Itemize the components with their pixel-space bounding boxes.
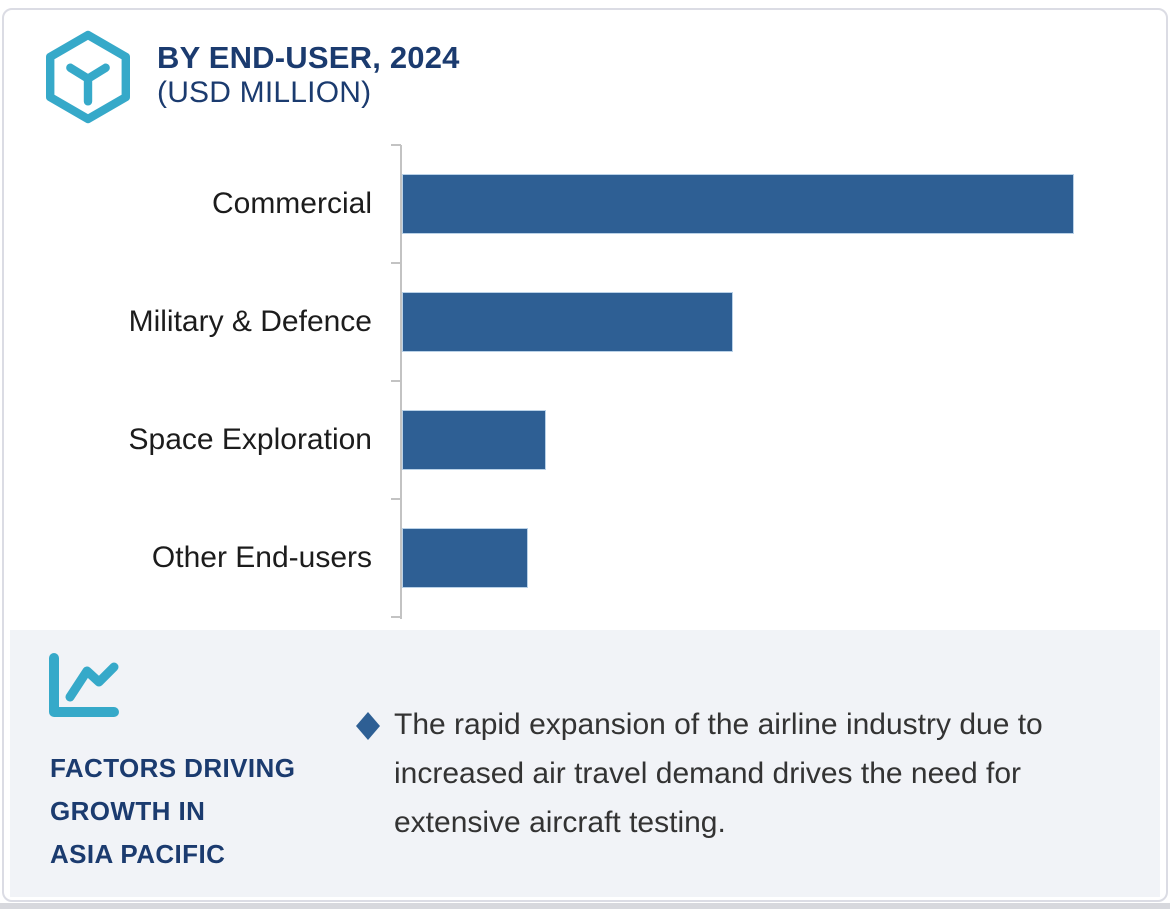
axis-tick-4 — [391, 616, 401, 618]
bullet-text: The rapid expansion of the airline indus… — [394, 708, 1043, 839]
axis-tick-1 — [391, 262, 401, 264]
category-label-2: Space Exploration — [128, 423, 373, 456]
category-label-0: Commercial — [211, 187, 372, 220]
axis-tick-0 — [391, 144, 401, 146]
hexagon-cube-icon — [46, 30, 130, 124]
bar-3 — [402, 528, 528, 588]
chart-subtitle: (USD MILLION) — [157, 76, 372, 109]
axis-tick-2 — [391, 380, 401, 382]
factors-heading: FACTORS DRIVING GROWTH IN ASIA PACIFIC — [50, 753, 296, 869]
category-label-3: Other End-users — [151, 541, 372, 574]
bar-0 — [402, 174, 1074, 234]
bar-chart: Commercial Military & Defence Space Explor… — [128, 144, 1074, 619]
chart-title: BY END-USER, 2024 — [157, 40, 460, 75]
bottom-border-strip — [0, 903, 1170, 909]
factors-panel — [10, 630, 1160, 897]
diamond-bullet-icon — [356, 712, 380, 740]
line-chart-icon — [49, 653, 119, 717]
axis-tick-3 — [391, 498, 401, 500]
y-axis-line — [400, 145, 402, 619]
bar-2 — [402, 410, 546, 470]
category-label-1: Military & Defence — [128, 305, 372, 338]
bar-1 — [402, 292, 733, 352]
